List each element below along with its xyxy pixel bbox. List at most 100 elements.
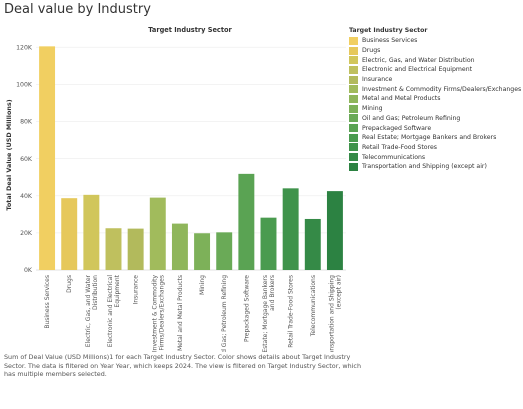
legend-swatch — [349, 153, 358, 162]
bar[interactable] — [149, 197, 166, 270]
x-tick-label-line: Investment & Commodity — [151, 275, 158, 352]
x-tick-label-line: Transportation and Shipping — [328, 275, 335, 352]
bar[interactable] — [61, 198, 78, 270]
bar[interactable] — [282, 188, 299, 270]
legend-item[interactable]: Oil and Gas; Petroleum Refining — [349, 114, 521, 124]
bar[interactable] — [216, 232, 233, 270]
x-tick-label-line: Mining — [199, 275, 206, 295]
bar-chart: Target Industry Sector Total Deal Value … — [5, 26, 346, 352]
x-tick-label-line: Prepackaged Software — [243, 275, 250, 342]
legend-swatch — [349, 65, 358, 74]
legend-item[interactable]: Metal and Metal Products — [349, 94, 521, 104]
legend-item[interactable]: Business Services — [349, 36, 521, 46]
bar[interactable] — [304, 218, 321, 270]
legend-label: Drugs — [362, 47, 381, 55]
bar[interactable] — [127, 228, 144, 270]
x-tick-label: Mining — [199, 275, 206, 295]
x-tick-label-line: Telecommunications — [310, 275, 317, 337]
chart-title: Target Industry Sector — [148, 26, 232, 34]
legend-swatch — [349, 133, 358, 142]
legend-swatch — [349, 94, 358, 103]
y-tick-label: 120K — [16, 44, 33, 51]
dashboard-title: Deal value by Industry — [4, 2, 151, 17]
legend-swatch — [349, 114, 358, 123]
bars — [39, 46, 343, 270]
legend-item[interactable]: Transportation and Shipping (except air) — [349, 162, 521, 172]
y-tick-label: 40K — [20, 193, 33, 200]
bar[interactable] — [326, 191, 343, 270]
legend-item[interactable]: Insurance — [349, 75, 521, 85]
bar[interactable] — [238, 173, 255, 270]
x-tick-label: Oil and Gas; Petroleum Refining — [221, 275, 228, 352]
x-tick-label-line: Metal and Metal Products — [177, 275, 184, 351]
y-axis-ticks: 0K 20K 40K 60K 80K 100K 120K — [16, 44, 33, 274]
legend-label: Metal and Metal Products — [362, 95, 441, 103]
legend-item[interactable]: Retail Trade-Food Stores — [349, 143, 521, 153]
x-tick-label: Transportation and Shipping(except air) — [328, 275, 342, 352]
x-tick-label-line: Distribution — [92, 275, 99, 310]
legend-label: Prepackaged Software — [362, 124, 432, 132]
legend-swatch — [349, 143, 358, 152]
legend-label: Electronic and Electrical Equipment — [362, 66, 473, 74]
legend-swatch — [349, 85, 358, 94]
x-tick-label-line: Insurance — [133, 275, 140, 305]
legend-label: Mining — [362, 105, 383, 113]
bar[interactable] — [83, 194, 100, 270]
x-tick-label: Insurance — [133, 275, 140, 305]
bar[interactable] — [260, 217, 277, 270]
x-tick-label-line: Oil and Gas; Petroleum Refining — [221, 275, 228, 352]
x-tick-label: Retail Trade-Food Stores — [288, 275, 295, 348]
legend-swatch — [349, 124, 358, 133]
x-tick-label: Metal and Metal Products — [177, 275, 184, 351]
legend-swatch — [349, 104, 358, 113]
y-tick-label: 0K — [24, 267, 33, 274]
x-tick-label-line: Real Estate; Mortgage Bankers — [262, 275, 269, 352]
legend-item[interactable]: Drugs — [349, 46, 521, 56]
chart-caption: Sum of Deal Value (USD Millions)1 for ea… — [4, 353, 361, 379]
legend-item[interactable]: Prepackaged Software — [349, 123, 521, 133]
legend-item[interactable]: Telecommunications — [349, 152, 521, 162]
x-tick-label-line: Equipment — [114, 274, 121, 307]
legend-label: Electric, Gas, and Water Distribution — [362, 56, 475, 64]
x-tick-label-line: and Brokers — [269, 275, 276, 311]
y-tick-label: 20K — [20, 230, 33, 237]
legend-label: Oil and Gas; Petroleum Refining — [362, 114, 461, 122]
gridlines — [36, 46, 346, 271]
legend-swatch — [349, 46, 358, 55]
x-tick-label: Telecommunications — [310, 275, 317, 337]
legend-label: Investment & Commodity Firms/Dealers/Exc… — [362, 85, 522, 93]
legend-label: Telecommunications — [362, 153, 426, 161]
y-tick-label: 60K — [20, 156, 33, 163]
bar[interactable] — [171, 223, 188, 270]
bar[interactable] — [194, 233, 211, 270]
legend-label: Real Estate; Mortgage Bankers and Broker… — [362, 134, 497, 142]
x-tick-label: Electronic and ElectricalEquipment — [107, 274, 121, 347]
x-tick-label-line: Business Services — [44, 275, 51, 329]
x-tick-label-line: (except air) — [335, 275, 342, 310]
legend-label: Insurance — [362, 76, 393, 84]
x-tick-label: Real Estate; Mortgage Bankersand Brokers — [262, 275, 276, 352]
x-tick-label: Investment & CommodityFirms/Dealers/Exch… — [151, 275, 165, 352]
legend-item[interactable]: Mining — [349, 104, 521, 114]
y-tick-label: 80K — [20, 119, 33, 126]
legend-item[interactable]: Electric, Gas, and Water Distribution — [349, 55, 521, 65]
x-tick-label: Prepackaged Software — [243, 275, 250, 342]
legend-swatch — [349, 36, 358, 45]
bar[interactable] — [105, 228, 122, 270]
bar[interactable] — [39, 46, 56, 270]
legend-label: Transportation and Shipping (except air) — [362, 163, 487, 171]
y-axis-label: Total Deal Value (USD Millions) — [5, 99, 13, 210]
legend-swatch — [349, 56, 358, 65]
y-tick-label: 100K — [16, 82, 33, 89]
legend-item[interactable]: Real Estate; Mortgage Bankers and Broker… — [349, 133, 521, 143]
legend-label: Business Services — [362, 37, 418, 45]
x-axis-ticks: Business Services Drugs Electric, Gas, and… — [44, 274, 342, 352]
x-tick-label-line: Firms/Dealers/Exchanges — [158, 275, 165, 350]
color-legend: Target Industry Sector Business Services… — [349, 27, 521, 172]
legend-item[interactable]: Investment & Commodity Firms/Dealers/Exc… — [349, 84, 521, 94]
legend-label: Retail Trade-Food Stores — [362, 143, 438, 151]
x-tick-label-line: Retail Trade-Food Stores — [288, 275, 295, 348]
legend-title: Target Industry Sector — [349, 27, 428, 34]
legend-item[interactable]: Electronic and Electrical Equipment — [349, 65, 521, 75]
x-tick-label: Drugs — [66, 275, 73, 293]
